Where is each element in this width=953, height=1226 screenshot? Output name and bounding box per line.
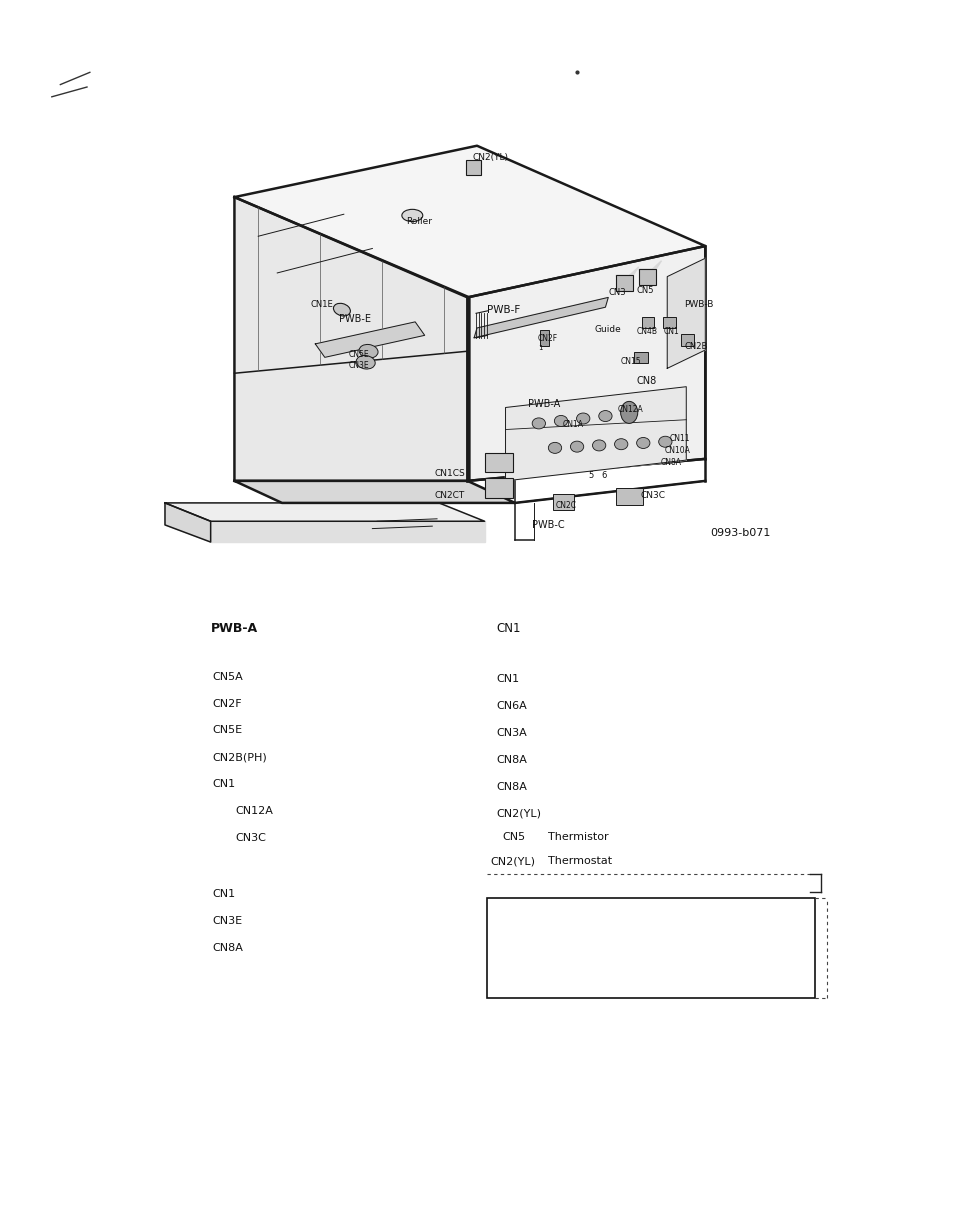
Text: CN8A: CN8A — [496, 782, 526, 792]
Text: CN11: CN11 — [669, 434, 690, 443]
Text: 0993-b071: 0993-b071 — [709, 528, 770, 538]
Ellipse shape — [598, 411, 612, 422]
Text: PWB-B: PWB-B — [494, 913, 530, 924]
Bar — [662, 318, 675, 329]
Text: CN12A: CN12A — [618, 406, 643, 414]
Text: CN1E: CN1E — [311, 300, 333, 309]
Ellipse shape — [334, 303, 350, 316]
Text: CN1A: CN1A — [562, 421, 583, 429]
Text: CN4B: CN4B — [494, 940, 524, 950]
Bar — [465, 161, 480, 175]
Text: CN8A: CN8A — [496, 755, 526, 765]
Bar — [484, 452, 513, 472]
Text: PWB-F: PWB-F — [486, 304, 519, 315]
Text: CN3A: CN3A — [496, 728, 526, 738]
Polygon shape — [639, 261, 660, 277]
Text: CN2C: CN2C — [556, 501, 577, 510]
Text: 1: 1 — [537, 345, 542, 351]
Ellipse shape — [548, 443, 561, 454]
Ellipse shape — [592, 440, 605, 451]
Text: CN5A: CN5A — [213, 672, 243, 682]
Bar — [634, 352, 647, 363]
Text: Thermostat: Thermostat — [548, 856, 612, 867]
Text: CN1: CN1 — [662, 327, 679, 336]
Text: Thermistor: Thermistor — [548, 832, 608, 842]
Text: PWB-B: PWB-B — [683, 300, 713, 309]
Text: CN5E: CN5E — [348, 351, 369, 359]
Bar — [679, 335, 693, 346]
Text: CN15: CN15 — [620, 357, 640, 365]
FancyBboxPatch shape — [639, 270, 655, 286]
Bar — [640, 318, 653, 329]
Text: CN5E: CN5E — [213, 726, 242, 736]
Text: CN3E: CN3E — [213, 916, 242, 927]
Text: CN8A: CN8A — [213, 943, 243, 953]
Text: CN2CT: CN2CT — [434, 492, 464, 500]
Bar — [539, 331, 549, 346]
Text: CN3E: CN3E — [348, 362, 369, 370]
Bar — [486, 897, 814, 998]
Bar — [616, 488, 641, 505]
Text: Guide: Guide — [595, 325, 621, 333]
Text: CN2B(PH): CN2B(PH) — [213, 753, 267, 763]
Text: PWB-E: PWB-E — [338, 314, 371, 325]
Polygon shape — [165, 503, 211, 542]
Polygon shape — [616, 267, 639, 283]
Ellipse shape — [401, 210, 422, 222]
Text: Roller: Roller — [405, 217, 431, 226]
Text: CN2(YL): CN2(YL) — [496, 809, 540, 819]
Text: CN1: CN1 — [496, 674, 518, 684]
Ellipse shape — [355, 356, 375, 369]
Text: CN3C: CN3C — [235, 834, 266, 843]
Text: CN1CS: CN1CS — [434, 470, 464, 478]
Ellipse shape — [532, 418, 545, 429]
Text: PWB-A: PWB-A — [211, 623, 257, 635]
Text: CN3C: CN3C — [639, 492, 665, 500]
Text: PWB-A: PWB-A — [528, 398, 560, 408]
Ellipse shape — [658, 436, 671, 447]
Text: (CN15): (CN15) — [776, 967, 815, 977]
Ellipse shape — [636, 438, 649, 449]
Text: PWB-C: PWB-C — [532, 520, 564, 530]
Polygon shape — [234, 146, 704, 298]
Text: CN3: CN3 — [608, 288, 625, 297]
Text: CN8: CN8 — [637, 375, 657, 386]
Text: CN2(YL): CN2(YL) — [472, 153, 508, 163]
Text: CN1: CN1 — [213, 889, 235, 900]
Polygon shape — [165, 503, 484, 521]
Polygon shape — [234, 197, 469, 481]
Polygon shape — [474, 298, 608, 338]
Text: CN2(YL): CN2(YL) — [490, 856, 535, 867]
Bar — [484, 478, 513, 498]
Polygon shape — [234, 481, 515, 503]
Text: CN6A: CN6A — [496, 701, 526, 711]
Polygon shape — [467, 246, 704, 481]
Text: 5: 5 — [588, 472, 593, 481]
Text: CN12A: CN12A — [235, 807, 273, 817]
Text: CN4B: CN4B — [637, 327, 658, 336]
Text: CN5: CN5 — [637, 286, 654, 294]
Text: CN1: CN1 — [213, 780, 235, 790]
Text: CN2F: CN2F — [537, 335, 558, 343]
Bar — [553, 494, 574, 510]
Text: 6: 6 — [601, 472, 606, 481]
Ellipse shape — [614, 439, 627, 450]
Polygon shape — [314, 322, 424, 357]
Text: CN2F: CN2F — [213, 699, 242, 709]
Polygon shape — [505, 386, 685, 481]
Ellipse shape — [554, 416, 567, 427]
Polygon shape — [666, 259, 704, 368]
Text: CN2B: CN2B — [683, 342, 707, 351]
Polygon shape — [211, 521, 484, 542]
Ellipse shape — [576, 413, 589, 424]
Text: CN11A: CN11A — [494, 967, 532, 977]
Ellipse shape — [358, 345, 377, 358]
Ellipse shape — [570, 441, 583, 452]
Text: CN8A: CN8A — [659, 459, 680, 467]
Text: CN10A: CN10A — [663, 446, 690, 455]
FancyBboxPatch shape — [616, 276, 633, 292]
Circle shape — [620, 401, 638, 423]
Text: CN5: CN5 — [502, 832, 525, 842]
Text: CN1: CN1 — [496, 623, 520, 635]
